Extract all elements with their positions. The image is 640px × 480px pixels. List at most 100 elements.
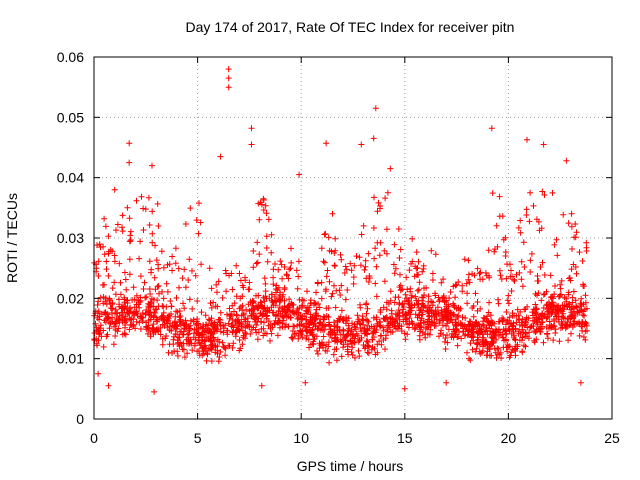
- data-point: [105, 233, 112, 240]
- data-point: [387, 320, 394, 327]
- data-point: [103, 266, 110, 273]
- data-point: [485, 319, 492, 326]
- data-point: [202, 312, 209, 319]
- data-point: [127, 228, 134, 235]
- data-point: [411, 302, 418, 309]
- data-point: [510, 276, 517, 283]
- data-point: [313, 289, 320, 296]
- data-point: [229, 317, 236, 323]
- data-point: [178, 328, 185, 335]
- data-point: [516, 321, 523, 328]
- data-point: [344, 287, 351, 293]
- data-point: [439, 295, 446, 302]
- data-point: [515, 224, 522, 231]
- data-point: [463, 280, 470, 287]
- data-point: [374, 208, 381, 215]
- data-point: [361, 330, 368, 337]
- data-point: [171, 333, 177, 340]
- data-point: [502, 321, 509, 328]
- data-point: [504, 341, 511, 348]
- data-point: [224, 327, 231, 334]
- data-point: [276, 324, 283, 331]
- x-tick-label: 5: [194, 430, 202, 446]
- data-point: [469, 346, 476, 353]
- data-point: [236, 319, 243, 326]
- data-point: [185, 277, 192, 283]
- data-point: [364, 349, 371, 356]
- data-point: [127, 237, 134, 243]
- data-point: [522, 306, 529, 313]
- data-point: [506, 314, 513, 321]
- data-point: [177, 313, 184, 319]
- data-point: [294, 285, 301, 292]
- data-point: [465, 257, 472, 264]
- data-point: [228, 311, 235, 318]
- data-point: [119, 212, 126, 219]
- data-point: [529, 317, 536, 324]
- data-point: [332, 304, 339, 311]
- data-point: [521, 264, 528, 270]
- data-point: [469, 270, 476, 277]
- data-point: [329, 329, 336, 336]
- data-point: [263, 233, 270, 240]
- data-point: [116, 260, 123, 267]
- data-point: [92, 310, 99, 317]
- data-point: [228, 323, 235, 330]
- data-point: [199, 331, 206, 338]
- data-point: [525, 335, 532, 342]
- data-point: [573, 270, 580, 277]
- data-point: [546, 301, 553, 308]
- data-point: [466, 318, 473, 325]
- data-point: [207, 330, 214, 337]
- data-point: [130, 284, 137, 291]
- data-point: [169, 253, 176, 260]
- data-point: [353, 330, 360, 337]
- data-point: [370, 135, 377, 142]
- data-point: [438, 315, 445, 321]
- y-tick-label: 0.05: [57, 109, 84, 125]
- data-point: [189, 305, 196, 312]
- data-point: [563, 322, 570, 329]
- data-point: [527, 257, 534, 264]
- data-point: [484, 352, 491, 359]
- data-point: [328, 293, 335, 300]
- data-point: [303, 305, 309, 311]
- data-point: [497, 272, 504, 279]
- data-point: [124, 204, 131, 211]
- data-point: [420, 294, 427, 301]
- data-point: [321, 231, 328, 238]
- data-point: [129, 297, 136, 303]
- data-point: [219, 339, 226, 346]
- y-tick-label: 0.04: [57, 170, 84, 186]
- data-point: [174, 352, 181, 359]
- data-point: [319, 339, 325, 346]
- data-point: [111, 323, 117, 330]
- data-point: [455, 312, 462, 319]
- data-point: [526, 218, 533, 225]
- data-point: [126, 140, 133, 147]
- data-point: [396, 255, 403, 261]
- data-point: [522, 318, 529, 325]
- data-point: [365, 250, 372, 257]
- data-point: [518, 276, 525, 283]
- data-point: [262, 202, 269, 209]
- data-point: [469, 305, 476, 311]
- data-point: [560, 211, 567, 218]
- data-point: [380, 324, 387, 331]
- data-point: [196, 352, 203, 359]
- data-point: [96, 316, 103, 323]
- data-point: [140, 205, 147, 212]
- data-point: [359, 313, 366, 320]
- data-point: [141, 279, 148, 286]
- data-point: [306, 321, 313, 328]
- data-point: [152, 242, 158, 249]
- data-point: [258, 299, 265, 306]
- data-point: [159, 314, 165, 321]
- data-point: [299, 334, 306, 341]
- data-point: [496, 326, 503, 333]
- data-point: [155, 223, 162, 229]
- data-point: [456, 329, 463, 336]
- data-point: [573, 303, 579, 310]
- data-point: [219, 294, 226, 301]
- data-point: [265, 318, 272, 325]
